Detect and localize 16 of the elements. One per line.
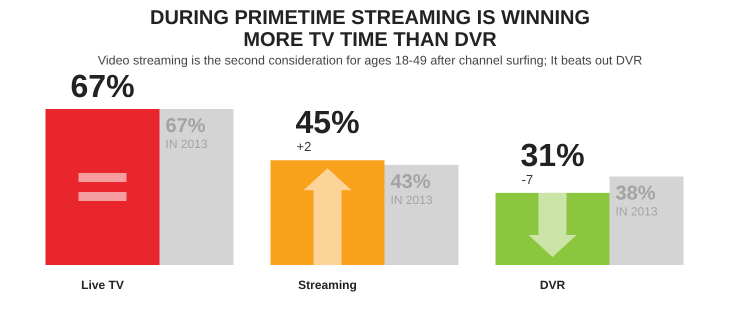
data-label: 31% <box>520 136 585 173</box>
bar <box>384 164 458 265</box>
bar <box>160 108 234 265</box>
chart-subtitle: Video streaming is the second consideration for ages 18-49 after channel surfing; It beats out DVR <box>98 54 642 68</box>
data-label: 67% <box>70 68 135 104</box>
chart-title: DURING PRIMETIME STREAMING IS WINNING MORE TV TIME THAN DVR <box>150 7 590 51</box>
bar <box>46 108 160 265</box>
data-label: 45% <box>295 104 360 140</box>
bar <box>270 160 384 265</box>
x-tick-label: DVR <box>540 278 566 292</box>
annotation: -7 <box>522 172 534 187</box>
annotation: +2 <box>296 139 312 154</box>
bar <box>496 192 610 265</box>
x-tick-label: Streaming <box>298 278 357 292</box>
x-tick-label: Live TV <box>81 278 124 292</box>
bar <box>610 176 684 265</box>
